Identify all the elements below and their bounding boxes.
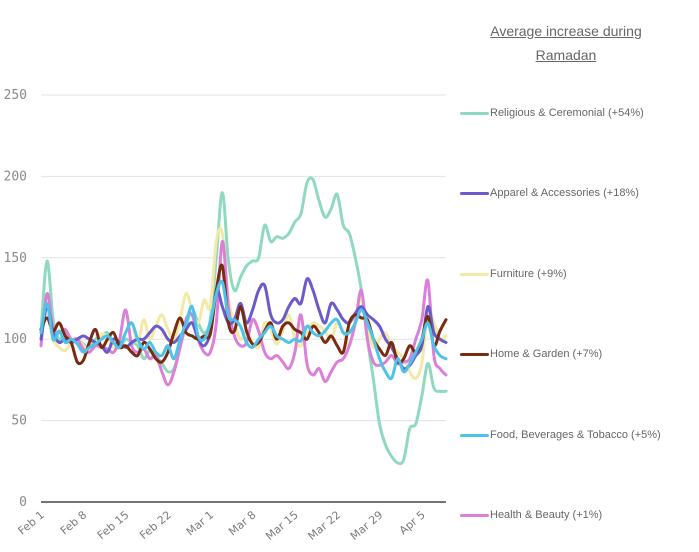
legend-label: Food, Beverages & Tobacco (+5%) xyxy=(490,429,661,441)
legend-label: Apparel & Accessories (+18%) xyxy=(490,187,639,199)
legend-label: Home & Garden (+7%) xyxy=(490,348,603,360)
legend-title: Average increase during Ramadan xyxy=(490,23,642,63)
x-tick-label: Mar 1 xyxy=(184,508,216,538)
legend-swatch xyxy=(460,111,489,115)
x-tick-label: Mar 15 xyxy=(263,508,301,543)
legend-item[interactable]: Furniture (+9%) xyxy=(460,268,567,280)
legend-swatch xyxy=(460,191,489,195)
legend-item[interactable]: Food, Beverages & Tobacco (+5%) xyxy=(460,429,661,441)
series-lines xyxy=(39,176,448,466)
x-tick-label: Feb 15 xyxy=(95,508,132,542)
x-axis-ticks: Feb 1 Feb 8 Feb 15 Feb 22 Mar 1 Mar 8 Mar 15 Ma… xyxy=(16,508,428,543)
y-tick-label: 150 xyxy=(4,251,27,266)
y-tick-label: 200 xyxy=(4,169,27,184)
y-tick-label: 0 xyxy=(19,495,27,510)
y-axis-ticks: 0 50 100 150 200 250 xyxy=(4,88,27,510)
series-line-religious-ceremonial xyxy=(39,176,448,466)
x-tick-label: Apr 5 xyxy=(397,508,428,537)
legend-item[interactable]: Health & Beauty (+1%) xyxy=(460,509,602,521)
legend-item[interactable]: Home & Garden (+7%) xyxy=(460,348,602,360)
x-tick-label: Mar 29 xyxy=(348,508,386,543)
legend-item[interactable]: Apparel & Accessories (+18%) xyxy=(460,187,639,199)
x-tick-label: Mar 22 xyxy=(305,508,343,543)
legend-swatch xyxy=(460,352,489,356)
legend-swatch xyxy=(460,433,489,437)
legend-item[interactable]: Religious & Ceremonial (+54%) xyxy=(460,107,644,119)
legend-label: Health & Beauty (+1%) xyxy=(490,509,603,521)
legend-label: Religious & Ceremonial (+54%) xyxy=(490,107,644,119)
y-tick-label: 100 xyxy=(4,332,27,347)
y-tick-label: 250 xyxy=(4,88,27,103)
x-tick-label: Feb 1 xyxy=(16,508,47,537)
legend-swatch xyxy=(460,272,489,276)
series-line-home-garden xyxy=(39,263,448,366)
y-tick-label: 50 xyxy=(11,414,27,429)
series-line-food-beverages-tobacco xyxy=(39,279,448,381)
x-tick-label: Mar 8 xyxy=(226,508,258,538)
x-tick-label: Feb 8 xyxy=(58,508,89,537)
x-tick-label: Feb 22 xyxy=(137,508,174,542)
legend-swatch xyxy=(460,513,489,517)
legend-label: Furniture (+9%) xyxy=(490,268,567,280)
